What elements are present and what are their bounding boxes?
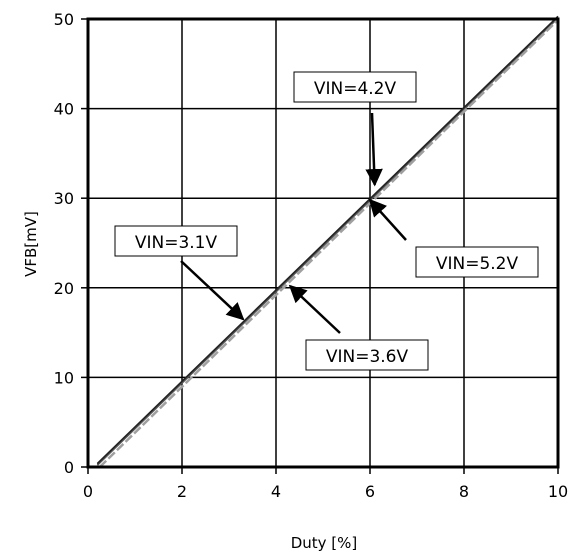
x-tick-label: 4 [271, 482, 281, 501]
annotation-label: VIN=4.2V [314, 79, 397, 99]
annotation-arrow [368, 198, 407, 241]
x-axis-label: Duty [%] [291, 534, 358, 552]
y-tick-label: 50 [54, 10, 74, 29]
annotation-label: VIN=5.2V [436, 254, 519, 274]
x-tick-label: 6 [365, 482, 375, 501]
annotation-vin-4-2v: VIN=4.2V [293, 71, 417, 187]
annotation-arrow [365, 112, 383, 187]
annotation-box [114, 225, 238, 257]
series-line-3 [98, 19, 559, 468]
annotations: VIN=4.2V VIN=3.1V VIN=5.2V VIN=3.6V [114, 71, 539, 371]
annotation-vin-3-6v: VIN=3.6V [288, 284, 429, 371]
y-tick-label: 0 [64, 458, 74, 477]
x-tick-labels: 0 2 4 6 8 10 [83, 482, 568, 501]
annotation-vin-5-2v: VIN=5.2V [368, 198, 539, 278]
y-tick-label: 20 [54, 279, 74, 298]
y-tick-label: 30 [54, 189, 74, 208]
y-tick-labels: 0 10 20 30 40 50 [54, 10, 74, 477]
tick-marks [81, 18, 559, 474]
x-tick-label: 2 [177, 482, 187, 501]
x-tick-label: 8 [459, 482, 469, 501]
y-tick-label: 40 [54, 100, 74, 119]
annotation-box [293, 71, 417, 103]
y-tick-label: 10 [54, 368, 74, 387]
series-layer [96, 15, 559, 468]
annotation-arrow [180, 260, 245, 321]
x-tick-label: 10 [548, 482, 568, 501]
annotation-label: VIN=3.1V [135, 233, 218, 253]
annotation-arrow [288, 284, 341, 334]
y-axis-label: VFB[mV] [22, 211, 40, 277]
series-line-2 [96, 15, 559, 464]
annotation-box [305, 339, 429, 371]
annotation-box [415, 246, 539, 278]
annotation-label: VIN=3.6V [326, 347, 409, 367]
annotation-vin-3-1v: VIN=3.1V [114, 225, 245, 321]
series-line-1 [96, 17, 559, 466]
x-tick-label: 0 [83, 482, 93, 501]
plot-frame [86, 17, 560, 469]
